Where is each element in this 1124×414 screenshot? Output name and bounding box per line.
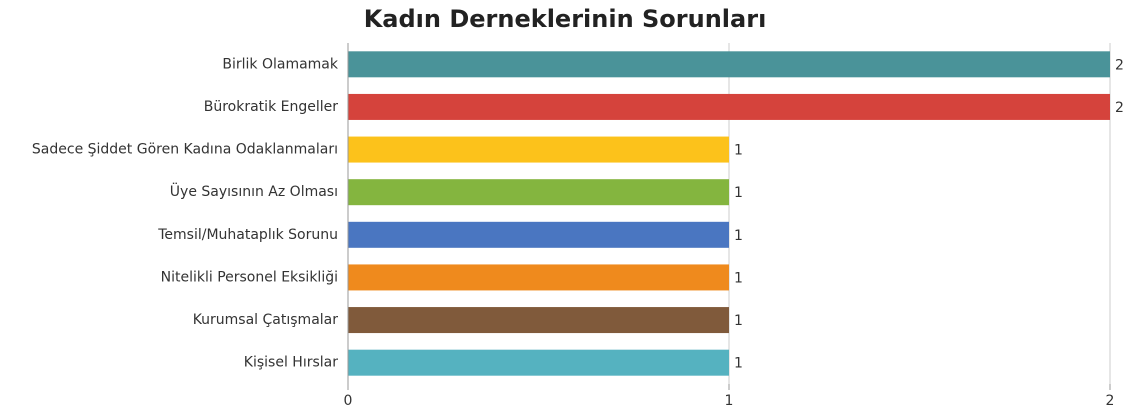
- y-tick-label: Üye Sayısının Az Olması: [170, 182, 338, 200]
- data-label: 1: [734, 356, 743, 372]
- data-label: 2: [1115, 57, 1124, 73]
- bar: [348, 136, 729, 163]
- bar: [348, 349, 729, 376]
- data-label: 2: [1115, 100, 1124, 116]
- data-label: 1: [734, 228, 743, 244]
- y-tick-label: Nitelikli Personel Eksikliği: [161, 269, 338, 285]
- bar: [348, 307, 729, 334]
- x-tick-label: 0: [344, 393, 353, 409]
- y-tick-label: Sadece Şiddet Gören Kadına Odaklanmaları: [32, 142, 338, 158]
- y-tick-label: Kurumsal Çatışmalar: [193, 312, 339, 328]
- x-tick-label: 2: [1106, 393, 1115, 409]
- bar: [348, 221, 729, 248]
- y-tick-label: Temsil/Muhataplık Sorunu: [157, 227, 338, 243]
- y-tick-label: Bürokratik Engeller: [204, 99, 338, 115]
- bar: [348, 93, 1110, 120]
- data-label: 1: [734, 143, 743, 159]
- bar: [348, 179, 729, 206]
- data-label: 1: [734, 185, 743, 201]
- bar: [348, 51, 1110, 78]
- data-label: 1: [734, 313, 743, 329]
- data-label: 1: [734, 270, 743, 286]
- chart-title: Kadın Derneklerinin Sorunları: [364, 5, 767, 33]
- y-tick-label: Birlik Olamamak: [222, 56, 339, 72]
- x-tick-label: 1: [725, 393, 734, 409]
- bar: [348, 264, 729, 291]
- y-tick-label: Kişisel Hırslar: [244, 355, 338, 371]
